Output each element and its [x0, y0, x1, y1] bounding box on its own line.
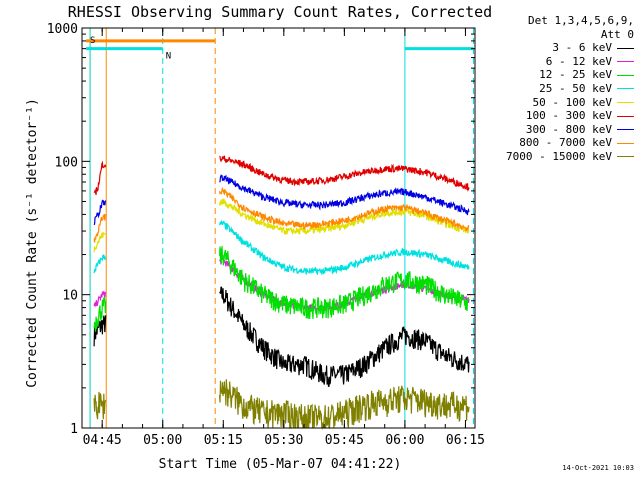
legend-item: 25 - 50 keV — [464, 82, 634, 96]
legend-item: 100 - 300 keV — [464, 109, 634, 123]
x-tick-label: 05:45 — [325, 433, 364, 448]
legend-label: 3 - 6 keV — [552, 41, 612, 55]
legend-label: 6 - 12 keV — [545, 54, 612, 68]
series-line — [219, 155, 470, 192]
legend-label: 25 - 50 keV — [539, 81, 612, 95]
legend-label: 7000 - 15000 keV — [506, 149, 612, 163]
vertical-markers — [89, 28, 475, 428]
chart-title: RHESSI Observing Summary Count Rates, Co… — [68, 3, 492, 21]
x-tick-label: 04:45 — [83, 433, 122, 448]
flag-bar-label: N — [166, 52, 171, 62]
legend-swatch — [617, 129, 634, 131]
x-tick-label: 05:30 — [264, 433, 303, 448]
legend-swatch — [617, 61, 634, 63]
series-line — [93, 199, 107, 226]
legend-label: 100 - 300 keV — [525, 109, 612, 123]
legend-swatch — [617, 156, 634, 158]
generation-timestamp: 14-Oct-2021 10:03 — [562, 464, 634, 472]
x-axis-label: Start Time (05-Mar-07 04:41:22) — [159, 457, 402, 472]
series-line — [93, 290, 107, 308]
series-line — [93, 213, 107, 243]
flag-bars: SN — [86, 36, 474, 62]
x-tick-label: 06:00 — [385, 433, 424, 448]
series-line — [93, 391, 107, 420]
legend-item: 3 - 6 keV — [464, 41, 634, 55]
legend: Det 1,3,4,5,6,9, Att 0 3 - 6 keV 6 - 12 k… — [464, 14, 634, 164]
x-tick-label: 05:00 — [143, 433, 182, 448]
legend-item: 800 - 7000 keV — [464, 136, 634, 150]
legend-item: 7000 - 15000 keV — [464, 150, 634, 164]
legend-header-line-2: Att 0 — [600, 27, 634, 41]
series-line — [219, 379, 470, 431]
legend-swatch — [617, 142, 634, 144]
y-tick-label: 1000 — [47, 22, 78, 37]
legend-swatch — [617, 74, 634, 76]
legend-label: 800 - 7000 keV — [519, 136, 612, 150]
plot-frame — [81, 27, 476, 429]
legend-item: 300 - 800 keV — [464, 123, 634, 137]
y-tick-label: 10 — [62, 289, 78, 304]
series-line — [219, 173, 470, 216]
legend-swatch — [617, 88, 634, 90]
legend-label: 50 - 100 keV — [532, 95, 612, 109]
series-lines — [93, 155, 470, 431]
x-tick-label: 06:15 — [446, 433, 485, 448]
legend-swatch — [617, 47, 634, 49]
series-line — [219, 245, 470, 320]
legend-item: 50 - 100 keV — [464, 96, 634, 110]
legend-item: 12 - 25 keV — [464, 68, 634, 82]
series-line — [219, 219, 470, 275]
series-line — [93, 160, 107, 195]
legend-swatch — [617, 102, 634, 104]
legend-items: 3 - 6 keV 6 - 12 keV 12 - 25 keV 25 - 50 ke… — [464, 41, 634, 163]
legend-label: 12 - 25 keV — [539, 68, 612, 82]
legend-swatch — [617, 115, 634, 117]
x-tick-label: 05:15 — [204, 433, 243, 448]
y-tick-label: 1 — [70, 422, 78, 437]
series-line — [219, 187, 470, 232]
legend-item: 6 - 12 keV — [464, 55, 634, 69]
y-tick-label: 100 — [55, 155, 78, 170]
series-line — [219, 198, 470, 235]
axes: 04:45 05:00 05:15 05:30 05:45 06:00 06:15 1 10 10… — [47, 22, 485, 448]
legend-label: 300 - 800 keV — [525, 122, 612, 136]
series-line — [93, 295, 107, 332]
series-line — [219, 286, 470, 387]
legend-header-line-1: Det 1,3,4,5,6,9, — [528, 14, 634, 27]
y-axis-label: Corrected Count Rate (s⁻¹ detector⁻¹) — [25, 98, 40, 388]
flag-bar-label: S — [90, 36, 95, 46]
series-line — [93, 232, 107, 253]
series-line — [93, 254, 107, 274]
